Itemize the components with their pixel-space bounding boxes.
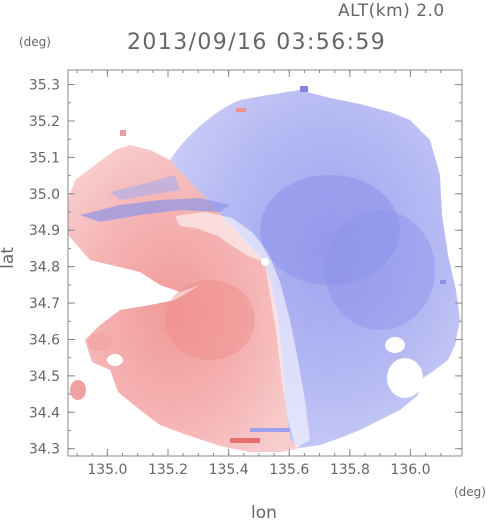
axis-tick-labels: 135.0 135.2 135.4 135.6 135.8 136.0 34.3 34.4 34… [29, 78, 431, 478]
zero-velocity-band [175, 212, 310, 448]
x-tick-label: 135.0 [87, 462, 127, 478]
x-tick-label: 135.8 [330, 462, 370, 478]
y-tick-label: 35.1 [29, 150, 60, 166]
y-unit-label: (deg) [19, 35, 51, 49]
x-tick-label: 136.0 [390, 462, 430, 478]
x-axis-label: lon [251, 503, 277, 523]
x-tick-label: 135.4 [209, 462, 249, 478]
y-tick-label: 34.9 [29, 223, 60, 239]
y-axis-label: lat [0, 247, 18, 269]
y-tick-label: 35.3 [29, 78, 60, 94]
plot-frame [67, 69, 463, 457]
x-unit-label: (deg) [454, 485, 486, 499]
x-tick-label: 135.2 [148, 462, 188, 478]
positive-velocity-region [68, 145, 300, 452]
doppler-velocity-field [68, 86, 460, 452]
y-tick-label: 34.3 [29, 442, 60, 458]
altitude-label: ALT(km) 2.0 [338, 1, 445, 21]
y-tick-label: 34.8 [29, 260, 60, 276]
y-tick-label: 35.2 [29, 114, 60, 130]
y-tick-label: 34.5 [29, 369, 60, 385]
y-tick-label: 35.0 [29, 187, 60, 203]
y-tick-label: 34.4 [29, 405, 60, 421]
x-tick-label: 135.6 [269, 462, 309, 478]
timestamp-title: 2013/09/16 03:56:59 [127, 30, 387, 55]
y-tick-label: 34.7 [29, 296, 60, 312]
axis-ticks [68, 70, 462, 456]
y-tick-label: 34.6 [29, 332, 60, 348]
